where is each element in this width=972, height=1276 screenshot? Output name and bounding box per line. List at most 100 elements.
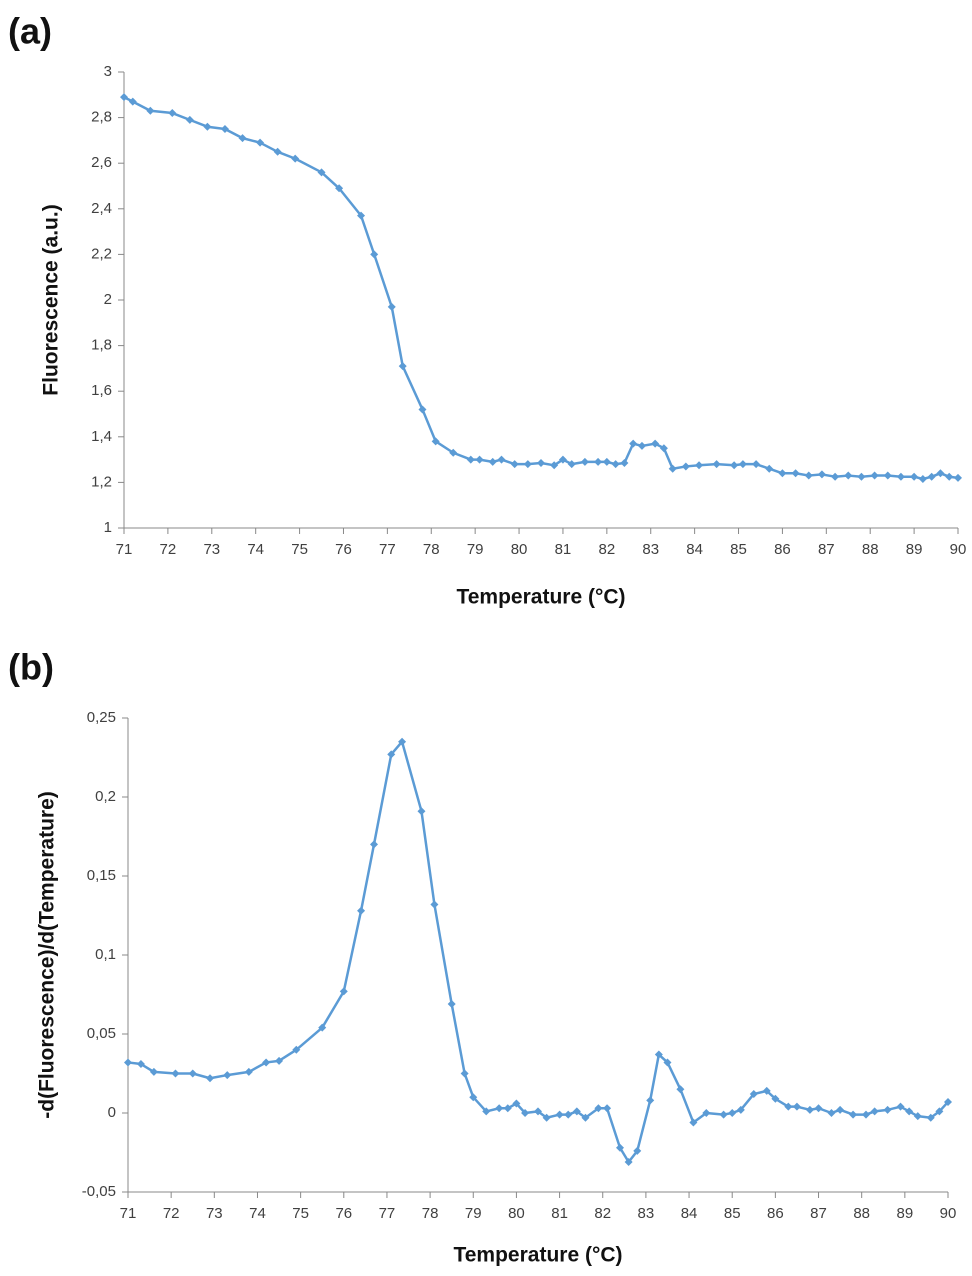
y-tick-label: 3: [104, 63, 112, 80]
data-point: [168, 109, 177, 118]
y-tick-label: -0,05: [82, 1183, 116, 1200]
x-tick-label: 89: [896, 1205, 913, 1222]
data-point: [469, 1093, 478, 1102]
data-point: [954, 473, 962, 482]
data-point: [905, 1107, 914, 1116]
x-tick-label: 79: [467, 541, 484, 558]
data-point: [317, 168, 326, 177]
x-tick-label: 74: [249, 1205, 266, 1222]
x-tick-label: 71: [116, 541, 133, 558]
data-point: [935, 1107, 944, 1116]
data-point: [603, 1104, 612, 1113]
data-point: [244, 1067, 253, 1076]
x-tick-label: 85: [724, 1205, 741, 1222]
data-point: [651, 439, 660, 448]
data-point: [185, 115, 194, 124]
data-point: [542, 1113, 551, 1122]
data-point: [926, 1113, 935, 1122]
data-point: [318, 1023, 327, 1032]
x-tick-label: 81: [551, 1205, 568, 1222]
data-point: [738, 460, 747, 469]
y-tick-label: 2,2: [91, 245, 112, 262]
data-point: [637, 441, 646, 450]
data-point: [736, 1105, 745, 1114]
data-point: [431, 437, 440, 446]
x-tick-label: 72: [160, 541, 177, 558]
x-tick-label: 81: [555, 541, 572, 558]
data-point: [728, 1109, 737, 1117]
data-point: [752, 460, 761, 469]
x-tick-label: 88: [853, 1205, 870, 1222]
data-point: [676, 1085, 685, 1094]
x-tick-label: 90: [950, 541, 967, 558]
data-point: [495, 1104, 504, 1113]
data-point: [792, 1102, 801, 1111]
data-point: [836, 1105, 845, 1114]
data-point: [291, 154, 300, 163]
data-point: [417, 807, 426, 816]
data-point: [567, 460, 576, 469]
y-tick-label: 0,1: [95, 946, 116, 963]
data-point: [537, 459, 545, 468]
data-point: [778, 469, 787, 478]
data-point: [466, 455, 475, 464]
data-point: [447, 999, 456, 1008]
data-point: [275, 1056, 284, 1065]
data-point: [681, 462, 690, 471]
data-point: [827, 1109, 836, 1117]
data-point: [624, 1157, 633, 1166]
data-point: [146, 106, 155, 115]
data-point: [844, 471, 853, 480]
x-tick-label: 90: [940, 1205, 957, 1222]
data-point: [203, 122, 212, 131]
x-tick-label: 82: [594, 1205, 611, 1222]
y-tick-label: 2: [104, 291, 112, 308]
x-tick-label: 80: [511, 541, 528, 558]
data-point: [550, 461, 559, 470]
data-point: [749, 1090, 758, 1099]
data-point: [370, 250, 379, 259]
data-point: [398, 737, 407, 746]
data-point: [762, 1086, 771, 1095]
y-tick-label: 0,05: [87, 1025, 116, 1042]
x-tick-label: 80: [508, 1205, 525, 1222]
y-axis-title: Fluorescence (a.u.): [40, 204, 63, 395]
data-point: [418, 405, 427, 414]
data-point: [849, 1110, 858, 1119]
x-tick-label: 86: [774, 541, 791, 558]
data-point: [188, 1069, 197, 1078]
x-tick-label: 82: [598, 541, 615, 558]
data-point: [712, 460, 721, 469]
data-point: [870, 1107, 879, 1116]
data-point: [512, 1099, 521, 1108]
x-tick-label: 77: [379, 1205, 396, 1222]
x-tick-label: 75: [291, 541, 308, 558]
y-tick-label: 2,8: [91, 109, 112, 126]
data-point: [555, 1110, 564, 1119]
data-point: [831, 472, 840, 481]
data-point: [449, 448, 458, 457]
data-point: [765, 464, 774, 473]
data-point: [262, 1058, 271, 1067]
data-point: [646, 1096, 655, 1105]
x-tick-label: 87: [818, 541, 835, 558]
y-tick-label: 2,6: [91, 154, 112, 171]
data-point: [523, 460, 532, 469]
data-point: [339, 987, 348, 996]
data-point: [124, 1058, 132, 1067]
data-point: [862, 1110, 870, 1119]
data-point: [896, 472, 905, 481]
data-point: [580, 457, 589, 466]
data-point: [927, 472, 936, 481]
data-point: [695, 461, 704, 470]
data-point: [936, 469, 945, 478]
data-point: [913, 1112, 922, 1121]
x-tick-label: 86: [767, 1205, 784, 1222]
data-point: [357, 211, 366, 220]
data-point: [136, 1060, 145, 1069]
y-tick-label: 0,25: [87, 709, 116, 726]
data-point: [633, 1146, 642, 1155]
y-tick-label: 2,4: [91, 200, 112, 217]
data-point: [654, 1050, 663, 1059]
